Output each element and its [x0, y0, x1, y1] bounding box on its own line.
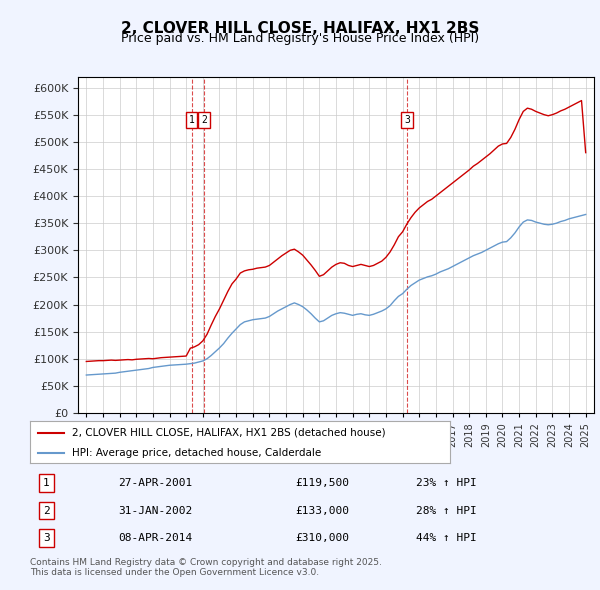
- Text: £119,500: £119,500: [295, 478, 349, 488]
- Text: 2, CLOVER HILL CLOSE, HALIFAX, HX1 2BS: 2, CLOVER HILL CLOSE, HALIFAX, HX1 2BS: [121, 21, 479, 35]
- Text: 27-APR-2001: 27-APR-2001: [118, 478, 193, 488]
- Text: 23% ↑ HPI: 23% ↑ HPI: [416, 478, 477, 488]
- Text: Price paid vs. HM Land Registry's House Price Index (HPI): Price paid vs. HM Land Registry's House …: [121, 32, 479, 45]
- Text: 2, CLOVER HILL CLOSE, HALIFAX, HX1 2BS (detached house): 2, CLOVER HILL CLOSE, HALIFAX, HX1 2BS (…: [72, 428, 386, 438]
- Text: Contains HM Land Registry data © Crown copyright and database right 2025.
This d: Contains HM Land Registry data © Crown c…: [30, 558, 382, 577]
- Text: 1: 1: [43, 478, 50, 488]
- Text: 31-JAN-2002: 31-JAN-2002: [118, 506, 193, 516]
- Text: 08-APR-2014: 08-APR-2014: [118, 533, 193, 543]
- Text: 3: 3: [43, 533, 50, 543]
- Text: 3: 3: [404, 115, 410, 125]
- Text: 1: 1: [188, 115, 194, 125]
- Text: HPI: Average price, detached house, Calderdale: HPI: Average price, detached house, Cald…: [72, 448, 321, 457]
- Text: 2: 2: [43, 506, 50, 516]
- Text: £133,000: £133,000: [295, 506, 349, 516]
- Text: 2: 2: [201, 115, 207, 125]
- Text: 28% ↑ HPI: 28% ↑ HPI: [416, 506, 477, 516]
- Text: £310,000: £310,000: [295, 533, 349, 543]
- Text: 44% ↑ HPI: 44% ↑ HPI: [416, 533, 477, 543]
